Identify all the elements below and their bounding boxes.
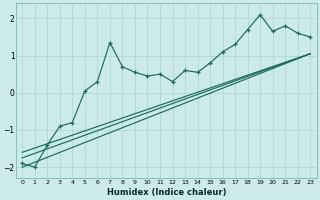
X-axis label: Humidex (Indice chaleur): Humidex (Indice chaleur) [107,188,226,197]
